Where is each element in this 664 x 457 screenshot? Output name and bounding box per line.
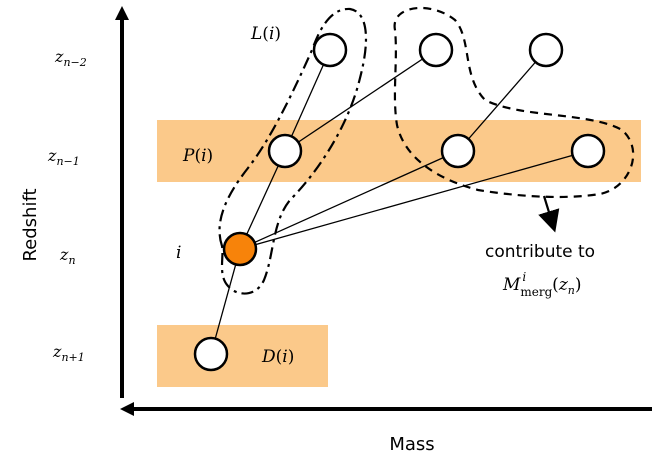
y-axis-label: Redshift [20,188,41,261]
contribute-text: contribute to [485,242,595,262]
redshift-label-n-plus-1: zn+1 [52,342,85,364]
descendant-band [157,325,328,387]
edge-i-to-right [239,150,589,250]
edge-mid-to-top-right [457,49,547,152]
redshift-label-n-minus-2: zn−2 [54,47,87,69]
label-i: i [176,243,181,263]
tree-nodes [193,32,606,372]
tree-edges [210,49,589,355]
progenitor-band [157,120,641,182]
redshift-label-n-minus-1: zn−1 [47,146,80,168]
edge-i-to-p [239,150,286,250]
lineage-group-outline [218,7,368,295]
edge-p-to-top-mid [284,49,437,152]
node-top-mid [418,32,454,68]
edge-i-to-mid [239,150,459,250]
node-i [222,231,258,267]
node-mid-merger [440,133,476,169]
node-right-merger [570,133,606,169]
contribute-arrow [538,195,560,233]
label-D-of-i: D(i) [261,347,294,367]
merger-mass-expression: Mmergi (zn) [502,270,582,299]
label-P-of-i: P(i) [182,146,213,166]
node-D [193,336,229,372]
edge-p-to-l [284,49,331,152]
redshift-axis [115,6,129,398]
edge-d-to-i [210,248,241,355]
label-L-of-i: L(i) [250,24,281,44]
x-axis-label: Mass [389,434,434,455]
node-L [312,32,348,68]
node-top-right [528,32,564,68]
mass-axis [120,402,652,416]
node-P [267,133,303,169]
redshift-label-n: zn [59,245,76,267]
